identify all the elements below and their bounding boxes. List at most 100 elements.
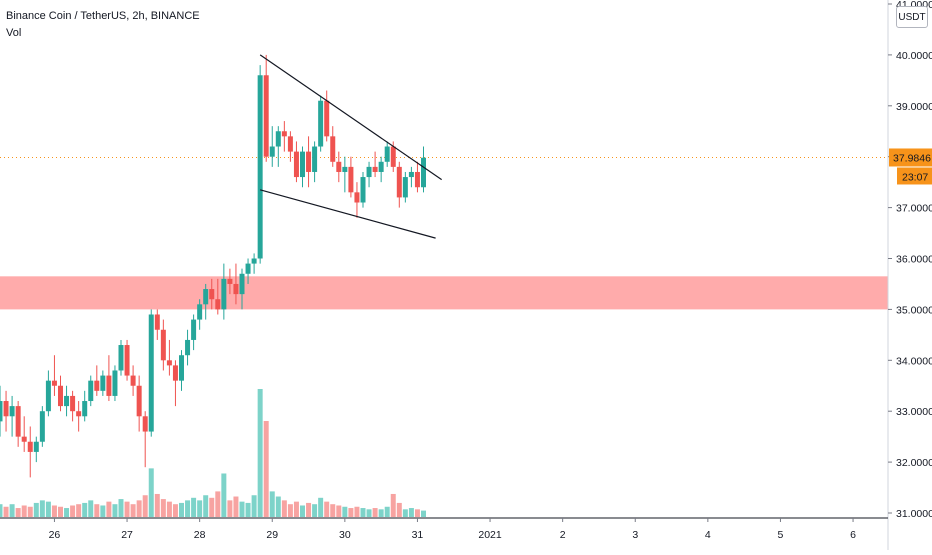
candle <box>287 131 293 162</box>
volume-bar <box>39 500 45 517</box>
volume-bar <box>148 468 154 517</box>
volume-bar <box>293 501 299 517</box>
volume-bar <box>70 505 76 517</box>
time-tick-label: 29 <box>266 529 278 541</box>
volume-bar <box>378 509 384 517</box>
volume-bar <box>215 491 221 517</box>
candle <box>21 416 27 452</box>
candle <box>136 375 142 432</box>
volume-bar <box>372 508 378 517</box>
candle <box>142 411 148 468</box>
volume-bar <box>275 496 281 517</box>
time-tick-label: 30 <box>339 529 351 541</box>
volume-bar <box>221 473 227 517</box>
support-zone <box>0 276 888 310</box>
candle <box>275 126 281 167</box>
volume-bar <box>88 500 94 517</box>
trendline[interactable] <box>259 54 442 181</box>
time-tick-label: 26 <box>49 529 61 541</box>
candle <box>45 370 51 417</box>
trendline[interactable] <box>259 189 436 239</box>
volume-bar <box>106 501 112 517</box>
candle <box>330 126 336 167</box>
candle <box>3 390 9 432</box>
volume-bar <box>396 502 402 517</box>
volume-bar <box>160 499 166 517</box>
volume-bar <box>166 501 172 517</box>
volume-bar <box>239 501 245 517</box>
volume-bar <box>306 502 312 517</box>
volume-bar <box>324 501 330 517</box>
volume-indicator-label[interactable]: Vol <box>6 27 22 39</box>
candle <box>0 385 3 437</box>
volume-bar <box>414 509 420 517</box>
price-tick-label: 36.0000 <box>896 254 932 266</box>
price-tick-label: 41.0000 <box>896 0 932 11</box>
volume-bar <box>269 491 275 517</box>
candle <box>51 355 57 396</box>
volume-bar <box>51 505 57 517</box>
volume-bar <box>287 504 293 517</box>
volume-bar <box>251 495 257 517</box>
candle <box>70 390 76 422</box>
volume-bar <box>179 502 184 517</box>
candle <box>251 253 257 274</box>
candle <box>148 309 154 437</box>
volume-bar <box>354 506 360 517</box>
plot-area[interactable] <box>0 0 888 518</box>
volume-bar <box>136 500 142 517</box>
bar-countdown-tag <box>897 167 932 185</box>
volume-bar <box>58 506 63 517</box>
volume-bar <box>9 504 15 517</box>
candle <box>76 401 82 432</box>
volume-bar <box>142 495 148 517</box>
candle <box>378 156 384 183</box>
candle <box>293 141 299 183</box>
price-tick-label: 31.0000 <box>896 508 932 520</box>
volume-bar <box>245 502 251 517</box>
candle <box>421 146 426 193</box>
candle <box>154 309 160 340</box>
volume-bar <box>360 508 366 517</box>
volume-bar <box>318 497 324 517</box>
candles <box>0 54 426 478</box>
candle <box>221 263 227 320</box>
candle <box>27 426 33 478</box>
candle <box>124 339 130 381</box>
price-axis[interactable]: 41.000040.000039.000038.000037.000036.00… <box>888 0 932 520</box>
volume-bar <box>124 501 130 517</box>
price-tick-label: 37.0000 <box>896 203 932 215</box>
volume-bar <box>342 506 348 517</box>
price-tick-label: 33.0000 <box>896 406 932 418</box>
volume-bar <box>263 421 269 517</box>
candle <box>64 385 70 417</box>
currency-badge[interactable]: USDT <box>896 6 928 28</box>
candle <box>360 171 366 208</box>
candle <box>336 151 342 183</box>
candle <box>402 171 408 203</box>
volume-bars <box>0 389 426 517</box>
candle <box>209 278 215 310</box>
volume-bar <box>0 504 3 517</box>
trendlines[interactable] <box>259 54 442 239</box>
time-axis[interactable]: 26 27 28 29 30 31 2021 2 3 4 5 6 <box>49 518 857 541</box>
volume-bar <box>209 497 215 517</box>
volume-bar <box>421 510 426 517</box>
time-tick-label: 2021 <box>478 529 502 541</box>
last-price-value: 37.9846 <box>893 152 931 164</box>
volume-bar <box>257 389 263 517</box>
time-tick-label: 5 <box>778 529 784 541</box>
volume-bar <box>118 499 124 517</box>
candle <box>215 278 221 315</box>
candle <box>354 182 360 218</box>
volume-bar <box>300 505 305 517</box>
candle <box>160 319 166 371</box>
time-tick-label: 27 <box>121 529 133 541</box>
candle <box>82 390 88 422</box>
candle <box>384 141 390 167</box>
symbol-title[interactable]: Binance Coin / TetherUS, 2h, BINANCE <box>6 10 200 22</box>
volume-bar <box>172 504 178 517</box>
volume-bar <box>336 505 342 517</box>
